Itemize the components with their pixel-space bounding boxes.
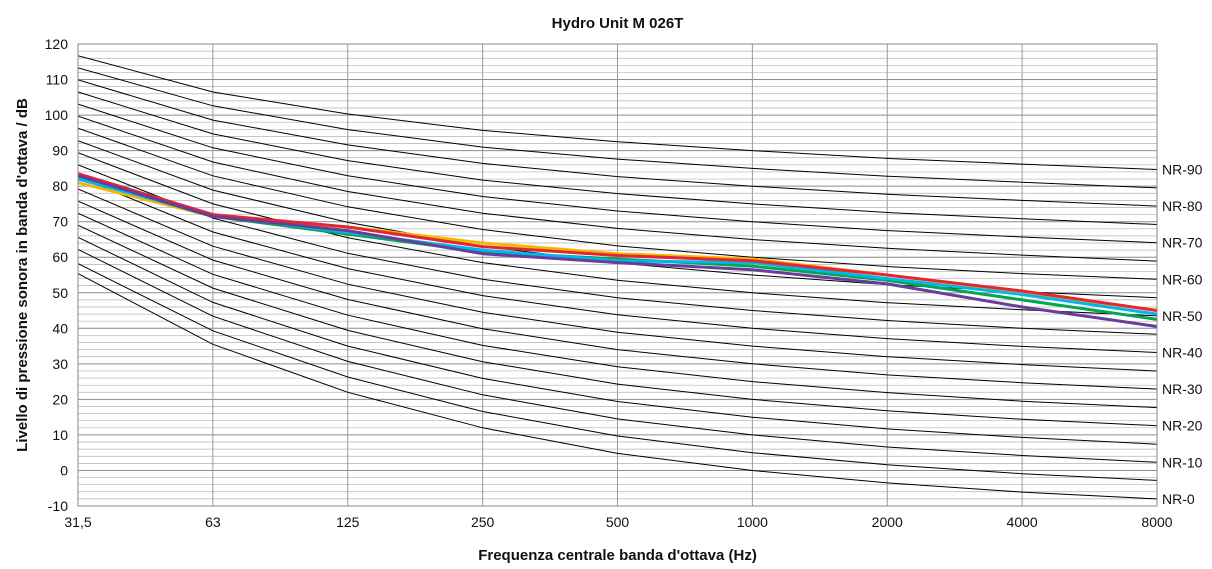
y-tick-label: 110	[46, 72, 69, 88]
nr-curve-25	[78, 212, 1157, 409]
y-tick-label: 60	[52, 249, 68, 265]
nr-curve-85	[78, 67, 1157, 189]
nr-label: NR-70	[1162, 235, 1203, 251]
nr-reference-curves	[78, 55, 1157, 500]
nr-label-bg	[1160, 232, 1210, 252]
x-tick-label: 31,5	[64, 514, 91, 530]
y-tick-label: 20	[52, 391, 68, 407]
plot-frame	[77, 43, 1158, 507]
nr-curve-10	[78, 248, 1157, 463]
nr-label: NR-60	[1162, 271, 1203, 287]
y-tick-label: 80	[52, 178, 68, 194]
chart-title: Hydro Unit M 026T	[552, 15, 684, 32]
y-tick-label: 120	[45, 36, 69, 52]
nr-curve-20	[78, 224, 1157, 427]
y-tick-label: 100	[45, 107, 69, 123]
nr-curve-90	[78, 55, 1157, 170]
nr-label: NR-90	[1162, 161, 1203, 177]
x-tick-label: 63	[205, 514, 221, 530]
y-axis-label: Livello di pressione sonora in banda d'o…	[14, 98, 31, 452]
nr-label-bg	[1160, 196, 1210, 216]
x-axis-label: Frequenza centrale banda d'ottava (Hz)	[478, 547, 757, 564]
nr-curve-30	[78, 200, 1157, 390]
y-tick-label: 30	[52, 356, 68, 372]
series-line-5	[78, 174, 1157, 328]
y-tick-label: 10	[52, 427, 68, 443]
measurement-series	[78, 172, 1157, 328]
nr-label-bg	[1160, 488, 1210, 508]
nr-label-bg	[1160, 415, 1210, 435]
nr-label-bg	[1160, 159, 1210, 179]
nr-curve-35	[78, 188, 1157, 372]
nr-label: NR-50	[1162, 308, 1203, 324]
nr-label-bg	[1160, 269, 1210, 289]
nr-curve-80	[78, 79, 1157, 207]
y-tick-label: 0	[60, 462, 68, 478]
nr-curve-5	[78, 263, 1157, 481]
nr-label: NR-20	[1162, 418, 1203, 434]
x-tick-label: 125	[336, 514, 360, 530]
x-tick-label: 500	[606, 514, 630, 530]
grid-layer	[77, 43, 1158, 507]
y-tick-labels: -10 0 10 20 30 40 50 60 70 80 90 100 110 120	[45, 36, 69, 514]
nr-label: NR-0	[1162, 491, 1195, 507]
y-tick-label: 70	[52, 214, 68, 230]
nr-label: NR-10	[1162, 454, 1203, 470]
x-tick-label: 1000	[737, 514, 768, 530]
y-tick-label: 50	[52, 285, 68, 301]
y-tick-label: 40	[52, 320, 68, 336]
nr-label-bg	[1160, 305, 1210, 325]
x-tick-label: 8000	[1141, 514, 1172, 530]
nr-label-bg	[1160, 379, 1210, 399]
nr-label-bg	[1160, 342, 1210, 362]
x-tick-label: 250	[471, 514, 495, 530]
nr-curve-65	[78, 115, 1157, 262]
nr-curve-0	[78, 273, 1157, 500]
nr-curve-45	[78, 164, 1157, 335]
nr-curve-labels: NR-0 NR-10 NR-20 NR-30 NR-40 NR-50 NR-60 NR-70 N…	[1160, 159, 1210, 508]
nr-curve-60	[78, 127, 1157, 280]
series-line-4	[78, 172, 1157, 312]
y-tick-label: -10	[48, 498, 68, 514]
nr-label: NR-80	[1162, 198, 1203, 214]
nr-curve-75	[78, 91, 1157, 225]
y-tick-label: 90	[52, 143, 68, 159]
nr-curve-70	[78, 103, 1157, 244]
nr-label-bg	[1160, 452, 1210, 472]
nr-curve-40	[78, 176, 1157, 353]
nr-curve-15	[78, 236, 1157, 445]
x-tick-labels: 31,5 63 125 250 500 1000 2000 4000 8000	[64, 514, 1172, 530]
x-tick-label: 2000	[872, 514, 903, 530]
nr-label: NR-40	[1162, 344, 1203, 360]
x-tick-label: 4000	[1007, 514, 1038, 530]
nr-label: NR-30	[1162, 381, 1203, 397]
nr-curve-50	[78, 152, 1157, 317]
